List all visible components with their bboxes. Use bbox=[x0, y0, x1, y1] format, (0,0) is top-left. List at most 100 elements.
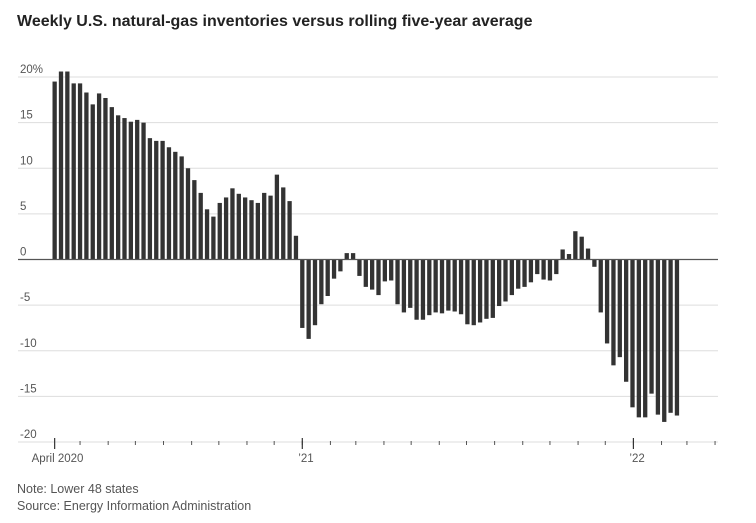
bar bbox=[135, 119, 140, 260]
bar bbox=[236, 193, 241, 260]
bar bbox=[624, 259, 629, 382]
bar bbox=[395, 259, 400, 305]
bar bbox=[217, 202, 222, 260]
bar bbox=[230, 188, 235, 260]
chart-title: Weekly U.S. natural-gas inventories vers… bbox=[17, 13, 533, 30]
bar bbox=[401, 259, 407, 313]
bar bbox=[312, 259, 318, 326]
bar bbox=[71, 83, 76, 260]
bar bbox=[249, 200, 254, 260]
bar bbox=[204, 209, 210, 260]
bar bbox=[185, 168, 191, 260]
bar bbox=[166, 147, 172, 260]
bar bbox=[509, 259, 514, 296]
bar bbox=[497, 259, 502, 307]
bars bbox=[52, 71, 680, 422]
bar bbox=[268, 195, 273, 260]
bar bbox=[535, 259, 540, 275]
bar bbox=[420, 259, 426, 320]
bar bbox=[573, 231, 578, 260]
bar bbox=[77, 83, 83, 260]
bar bbox=[541, 259, 546, 280]
bar bbox=[306, 259, 311, 339]
bar bbox=[376, 259, 381, 296]
bar bbox=[547, 259, 553, 281]
bar bbox=[223, 197, 229, 260]
bar bbox=[382, 259, 387, 282]
bar bbox=[338, 259, 343, 272]
y-tick-label: 10 bbox=[20, 155, 33, 167]
bar bbox=[636, 259, 641, 418]
bar bbox=[611, 259, 616, 366]
x-tick-label: ’22 bbox=[629, 453, 644, 465]
bar bbox=[58, 71, 64, 260]
bar bbox=[281, 187, 286, 260]
bar bbox=[363, 259, 368, 287]
bar bbox=[458, 259, 464, 315]
y-tick-label: 20% bbox=[20, 64, 43, 76]
bar bbox=[370, 259, 375, 290]
bar bbox=[331, 259, 337, 279]
bar bbox=[293, 235, 299, 260]
bar bbox=[128, 121, 133, 260]
bar bbox=[414, 259, 419, 320]
x-axis-ticks: April 2020 ’21 ’22 bbox=[32, 438, 716, 465]
bar bbox=[427, 259, 432, 316]
footnote: Note: Lower 48 states bbox=[17, 482, 139, 496]
bar bbox=[408, 259, 413, 308]
bar bbox=[103, 97, 108, 260]
bar bbox=[154, 140, 159, 260]
bar bbox=[198, 192, 203, 260]
bar bbox=[147, 138, 153, 260]
bar bbox=[192, 180, 197, 260]
y-axis-ticks: 20% 15 10 5 0 -5 -10 -15 -20 bbox=[20, 64, 43, 441]
bar bbox=[490, 259, 495, 318]
x-tick-label: April 2020 bbox=[32, 453, 84, 465]
bar bbox=[389, 259, 394, 281]
bar bbox=[173, 151, 178, 260]
bar bbox=[179, 156, 184, 260]
bar bbox=[439, 259, 445, 314]
bar bbox=[90, 104, 95, 260]
bar bbox=[528, 259, 534, 283]
bar bbox=[522, 259, 527, 287]
y-tick-label: 15 bbox=[20, 110, 33, 122]
y-tick-label: -20 bbox=[20, 429, 37, 441]
bar bbox=[109, 107, 114, 260]
bar bbox=[592, 259, 597, 267]
y-tick-label: 0 bbox=[20, 247, 26, 259]
bar bbox=[484, 259, 489, 319]
bar bbox=[630, 259, 635, 408]
x-tick-label: ’21 bbox=[298, 453, 313, 465]
bar bbox=[319, 259, 324, 305]
bar bbox=[96, 93, 102, 260]
y-tick-label: 5 bbox=[20, 201, 26, 213]
bar bbox=[668, 259, 673, 413]
bar bbox=[452, 259, 457, 312]
bar bbox=[325, 259, 330, 296]
bar bbox=[516, 259, 521, 289]
bar bbox=[655, 259, 661, 415]
bar bbox=[585, 248, 591, 260]
bar bbox=[122, 118, 127, 260]
bar bbox=[300, 259, 305, 328]
bar bbox=[446, 259, 451, 311]
bar bbox=[243, 197, 248, 260]
bar bbox=[52, 81, 57, 260]
bar bbox=[560, 249, 565, 260]
bar bbox=[116, 115, 121, 260]
bar bbox=[211, 216, 216, 260]
bar bbox=[357, 259, 362, 276]
bar bbox=[65, 71, 70, 260]
y-tick-label: -10 bbox=[20, 338, 37, 350]
bar bbox=[617, 259, 622, 358]
bar bbox=[554, 259, 559, 275]
bar bbox=[344, 253, 349, 260]
bar bbox=[84, 92, 89, 260]
bar bbox=[662, 259, 667, 422]
bar bbox=[471, 259, 476, 326]
bar bbox=[274, 174, 280, 260]
source-note: Source: Energy Information Administratio… bbox=[17, 499, 252, 513]
bar bbox=[287, 201, 292, 260]
